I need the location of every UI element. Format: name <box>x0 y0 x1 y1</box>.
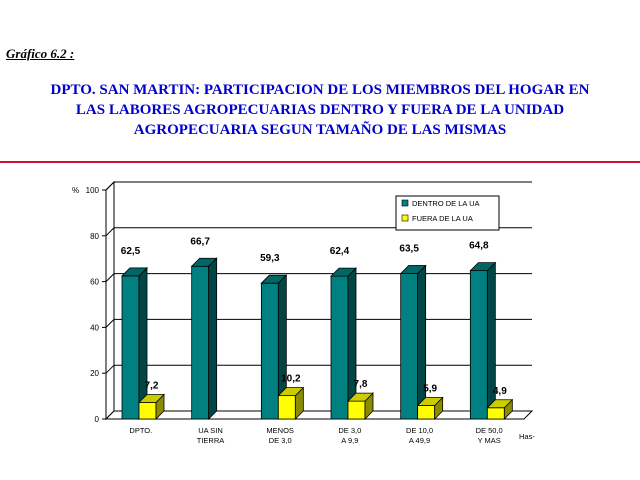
y-tick-label: 100 <box>86 186 100 195</box>
legend: DENTRO DE LA UA FUERA DE LA UA <box>395 195 500 231</box>
bar <box>190 257 218 420</box>
bar-top <box>277 387 305 397</box>
bar-front <box>191 265 210 420</box>
bar-top <box>260 274 288 284</box>
y-tick-label: 40 <box>90 323 99 332</box>
y-tick-label: 80 <box>90 232 99 241</box>
y-tick-label: 60 <box>90 278 99 287</box>
bar-top <box>486 399 514 409</box>
gridline <box>105 318 532 328</box>
x-tick-label: A 49,9 <box>409 436 430 445</box>
bar-top <box>330 267 357 277</box>
bar-front <box>469 270 488 420</box>
x-tick-label: A 9,9 <box>341 436 358 445</box>
legend-label: FUERA DE LA UA <box>412 214 473 223</box>
x-tick-label: DPTO. <box>129 426 152 435</box>
bar-front <box>277 395 296 420</box>
gridline <box>105 181 532 191</box>
legend-box <box>395 195 500 231</box>
legend-label: DENTRO DE LA UA <box>412 199 480 208</box>
gridline <box>105 227 532 237</box>
bar-top <box>190 257 218 267</box>
bar <box>416 396 444 420</box>
x-tick-label: UA SIN <box>198 426 223 435</box>
chart-title: DPTO. SAN MARTIN: PARTICIPACION DE LOS M… <box>0 80 640 140</box>
figure-label: Gráfico 6.2 : <box>6 46 75 61</box>
bar-top <box>469 262 497 272</box>
x-tick-label: TIERRA <box>197 436 225 445</box>
data-label: 59,3 <box>260 253 280 264</box>
bar <box>330 267 357 420</box>
bar-front <box>260 282 279 420</box>
gridline <box>105 364 532 374</box>
gridline <box>105 273 532 282</box>
axis-side-wall <box>105 180 115 421</box>
data-label: 63,5 <box>399 244 419 255</box>
x-tick-label: DE 10,0 <box>406 426 433 435</box>
chart-title-line-3: AGROPECUARIA SEGUN TAMAÑO DE LAS MISMAS <box>133 122 507 138</box>
bar-top <box>138 394 165 403</box>
data-label: 64,8 <box>469 241 489 252</box>
data-label: 62,4 <box>330 246 350 257</box>
chart-floor <box>104 410 534 420</box>
bar <box>399 264 427 420</box>
bar-front <box>121 275 140 420</box>
bar <box>347 392 374 420</box>
legend-swatch <box>401 199 409 207</box>
bar-top <box>121 267 148 277</box>
data-label: 5,9 <box>423 383 437 394</box>
data-label: 62,5 <box>121 246 141 257</box>
bar-front <box>138 402 157 420</box>
x-axis-label: Has- <box>519 432 535 441</box>
bar <box>138 393 165 420</box>
bar-top <box>399 265 427 274</box>
x-tick-label: DE 3,0 <box>338 426 361 435</box>
bar-side <box>417 264 427 420</box>
legend-swatch <box>401 214 409 222</box>
y-tick-label: 0 <box>95 415 100 424</box>
bar-front <box>486 407 505 420</box>
bar-top <box>416 397 444 406</box>
bar-front <box>347 400 366 420</box>
y-tick-label: 20 <box>90 369 99 378</box>
data-label: 4,9 <box>493 386 507 397</box>
bar-front <box>417 405 436 420</box>
data-label: 66,7 <box>190 236 210 247</box>
x-tick-label: MENOS <box>266 426 294 435</box>
bar-front <box>330 275 349 420</box>
x-tick-label: DE 50,0 <box>476 426 503 435</box>
bar <box>260 274 288 420</box>
y-axis-label: % <box>72 186 79 195</box>
data-label: 7,2 <box>145 381 159 392</box>
data-label: 7,8 <box>354 379 368 390</box>
x-tick-label: Y MAS <box>478 436 501 445</box>
bar-side <box>208 257 218 420</box>
bar <box>486 398 514 420</box>
bar <box>277 386 305 420</box>
chart-title-line-2: LAS LABORES AGROPECUARIAS DENTRO Y FUERA… <box>75 102 565 118</box>
bar-front <box>400 273 419 420</box>
bar <box>469 261 497 420</box>
title-separator-line <box>0 161 640 163</box>
bar <box>121 266 148 420</box>
bar-top <box>347 392 374 402</box>
chart-title-line-1: DPTO. SAN MARTIN: PARTICIPACION DE LOS M… <box>50 82 590 98</box>
data-label: 10,2 <box>281 374 301 385</box>
x-tick-label: DE 3,0 <box>269 436 292 445</box>
